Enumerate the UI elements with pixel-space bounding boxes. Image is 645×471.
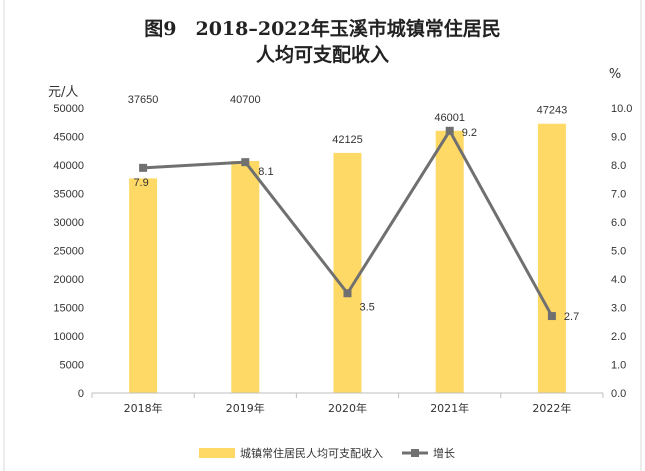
growth-point <box>547 312 556 321</box>
y-left-tick-label: 50000 <box>53 103 84 115</box>
y-right-unit: % <box>609 67 621 82</box>
y-left-tick-label: 25000 <box>53 246 84 258</box>
y-right-tick-label: 4.0 <box>611 274 626 286</box>
x-tick-label: 2020年 <box>328 401 367 415</box>
chart-title-line-1: 图9 2018–2022年玉溪市城镇常住居民 <box>144 18 501 40</box>
bar-series <box>129 123 566 393</box>
y-left-tick-label: 30000 <box>53 217 84 229</box>
line-series <box>139 126 556 321</box>
x-tick-label: 2019年 <box>226 401 265 415</box>
y-right-tick-labels: 0.0 1.0 2.0 3.0 4.0 5.0 6.0 7.0 8.0 9.0 10.0 <box>611 103 632 400</box>
growth-point <box>445 126 454 135</box>
x-tick-label: 2021年 <box>430 401 469 415</box>
bar-value-label: 40700 <box>230 94 261 106</box>
bar-value-label: 47243 <box>537 105 568 117</box>
growth-point <box>139 163 148 172</box>
y-right-tick-label: 6.0 <box>611 217 626 229</box>
bar <box>231 161 260 393</box>
growth-point <box>241 158 250 167</box>
y-right-tick-label: 10.0 <box>611 103 632 115</box>
growth-value-label: 8.1 <box>258 166 273 178</box>
chart-title-line-2: 人均可支配收入 <box>255 44 389 66</box>
y-right-tick-label: 9.0 <box>611 132 626 144</box>
legend-bar-label: 城镇常住居民人均可支配收入 <box>240 446 383 460</box>
y-left-tick-labels: 0 5000 10000 15000 20000 25000 30000 35000 40000… <box>53 103 84 400</box>
bar <box>333 152 362 393</box>
y-right-tick-label: 0.0 <box>611 388 626 400</box>
legend: 城镇常住居民人均可支配收入 增长 <box>199 446 455 460</box>
y-left-tick-label: 40000 <box>53 160 84 172</box>
bar-value-label: 37650 <box>128 94 159 106</box>
y-right-tick-label: 7.0 <box>611 189 626 201</box>
x-tick-label: 2018年 <box>124 401 163 415</box>
y-right-tick-label: 2.0 <box>611 331 626 343</box>
legend-bar-swatch <box>199 448 235 458</box>
y-right-tick-label: 1.0 <box>611 360 626 372</box>
y-left-tick-label: 15000 <box>53 303 84 315</box>
y-left-tick-label: 45000 <box>53 132 84 144</box>
y-left-tick-label: 20000 <box>53 274 84 286</box>
line-value-labels: 7.9 8.1 3.5 9.2 2.7 <box>133 127 579 323</box>
bar <box>435 130 464 393</box>
legend-line-label: 增长 <box>433 446 455 460</box>
y-right-tick-label: 8.0 <box>611 160 626 172</box>
y-left-tick-label: 0 <box>78 388 84 400</box>
y-right-tick-label: 5.0 <box>611 246 626 258</box>
growth-value-label: 3.5 <box>360 301 375 313</box>
bar-value-labels: 37650 40700 42125 46001 47243 <box>128 94 567 146</box>
x-axis: 2018年 2019年 2020年 2021年 2022年 <box>91 392 604 415</box>
bar <box>537 123 566 393</box>
legend-line-marker <box>411 449 419 457</box>
y-right-tick-label: 3.0 <box>611 303 626 315</box>
growth-point <box>343 289 352 298</box>
bar-value-label: 46001 <box>434 112 465 124</box>
bar <box>129 178 158 393</box>
y-left-tick-label: 35000 <box>53 189 84 201</box>
bar-value-label: 42125 <box>332 134 363 146</box>
y-left-unit: 元/人 <box>48 85 78 100</box>
growth-value-label: 7.9 <box>133 177 148 189</box>
growth-value-label: 2.7 <box>564 311 579 323</box>
y-left-tick-label: 10000 <box>53 331 84 343</box>
x-tick-label: 2022年 <box>532 401 571 415</box>
y-left-tick-label: 5000 <box>60 360 84 372</box>
growth-value-label: 9.2 <box>462 127 477 139</box>
